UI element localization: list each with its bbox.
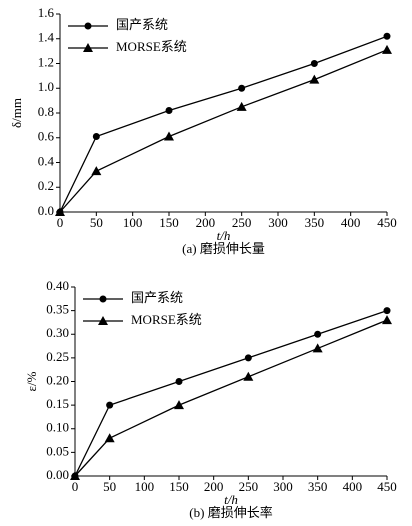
marker bbox=[164, 131, 174, 141]
marker bbox=[243, 371, 254, 381]
y-tick-label: 0.10 bbox=[46, 420, 69, 435]
y-tick-label: 0.30 bbox=[46, 325, 69, 340]
x-axis-label: t/h bbox=[224, 492, 238, 507]
marker bbox=[314, 330, 322, 338]
x-tick-label: 250 bbox=[232, 215, 252, 230]
marker bbox=[91, 166, 102, 176]
marker bbox=[382, 315, 392, 325]
legend-label: MORSE系统 bbox=[131, 312, 202, 327]
marker bbox=[309, 74, 320, 84]
marker bbox=[104, 433, 115, 443]
x-tick-label: 100 bbox=[135, 479, 155, 494]
marker bbox=[382, 44, 392, 54]
marker bbox=[106, 401, 114, 409]
marker bbox=[83, 43, 93, 52]
marker bbox=[55, 207, 65, 216]
caption: (b) 磨损伸长率 bbox=[189, 505, 272, 520]
x-tick-label: 150 bbox=[169, 479, 189, 494]
y-tick-label: 0.25 bbox=[46, 349, 69, 364]
series-line bbox=[59, 35, 388, 213]
marker bbox=[84, 22, 92, 30]
series-line bbox=[74, 319, 388, 477]
marker bbox=[99, 295, 107, 303]
marker bbox=[312, 343, 323, 353]
x-tick-label: 400 bbox=[341, 215, 361, 230]
x-tick-label: 0 bbox=[72, 479, 79, 494]
x-tick-label: 350 bbox=[308, 479, 328, 494]
marker bbox=[383, 32, 391, 40]
x-tick-label: 50 bbox=[90, 215, 103, 230]
legend-label: 国产系统 bbox=[131, 290, 183, 305]
legend-label: MORSE系统 bbox=[116, 39, 187, 54]
marker bbox=[175, 378, 183, 385]
marker bbox=[244, 354, 252, 362]
y-tick-label: 0.2 bbox=[38, 178, 54, 193]
x-tick-label: 50 bbox=[103, 479, 116, 494]
marker bbox=[383, 307, 391, 315]
marker bbox=[165, 107, 173, 115]
x-axis-label: t/h bbox=[217, 228, 231, 243]
x-tick-label: 150 bbox=[159, 215, 179, 230]
y-tick-label: 0.6 bbox=[38, 129, 55, 144]
marker bbox=[174, 400, 184, 410]
x-tick-label: 100 bbox=[123, 215, 143, 230]
y-tick-label: 0.15 bbox=[46, 396, 69, 411]
series-line bbox=[59, 49, 388, 213]
y-tick-label: 1.4 bbox=[38, 30, 55, 45]
x-tick-label: 300 bbox=[273, 479, 293, 494]
y-tick-label: 0.05 bbox=[46, 443, 69, 458]
x-tick-label: 200 bbox=[204, 479, 224, 494]
x-tick-label: 450 bbox=[377, 479, 397, 494]
marker bbox=[310, 60, 318, 67]
marker bbox=[98, 316, 108, 325]
y-axis-label: δ/mm bbox=[9, 98, 24, 128]
marker bbox=[70, 471, 80, 480]
y-tick-label: 0.0 bbox=[38, 203, 54, 218]
y-tick-label: 0.20 bbox=[46, 372, 69, 387]
marker bbox=[92, 133, 100, 141]
y-tick-label: 0.8 bbox=[38, 104, 54, 119]
y-tick-label: 0.40 bbox=[46, 278, 69, 293]
marker bbox=[238, 84, 246, 92]
x-tick-label: 200 bbox=[196, 215, 216, 230]
y-tick-label: 0.00 bbox=[46, 467, 69, 482]
y-axis-label: ε/% bbox=[24, 371, 39, 391]
y-tick-label: 1.0 bbox=[38, 79, 54, 94]
y-tick-label: 1.2 bbox=[38, 54, 54, 69]
series-line bbox=[74, 310, 388, 477]
y-tick-label: 1.6 bbox=[38, 5, 55, 20]
marker bbox=[236, 101, 247, 111]
x-tick-label: 300 bbox=[268, 215, 288, 230]
x-tick-label: 0 bbox=[57, 215, 64, 230]
caption: (a) 磨损伸长量 bbox=[182, 241, 265, 256]
x-tick-label: 400 bbox=[343, 479, 363, 494]
x-tick-label: 350 bbox=[305, 215, 325, 230]
x-tick-label: 250 bbox=[239, 479, 259, 494]
legend-label: 国产系统 bbox=[116, 17, 168, 32]
x-tick-label: 450 bbox=[377, 215, 397, 230]
y-tick-label: 0.4 bbox=[38, 153, 55, 168]
y-tick-label: 0.35 bbox=[46, 302, 69, 317]
